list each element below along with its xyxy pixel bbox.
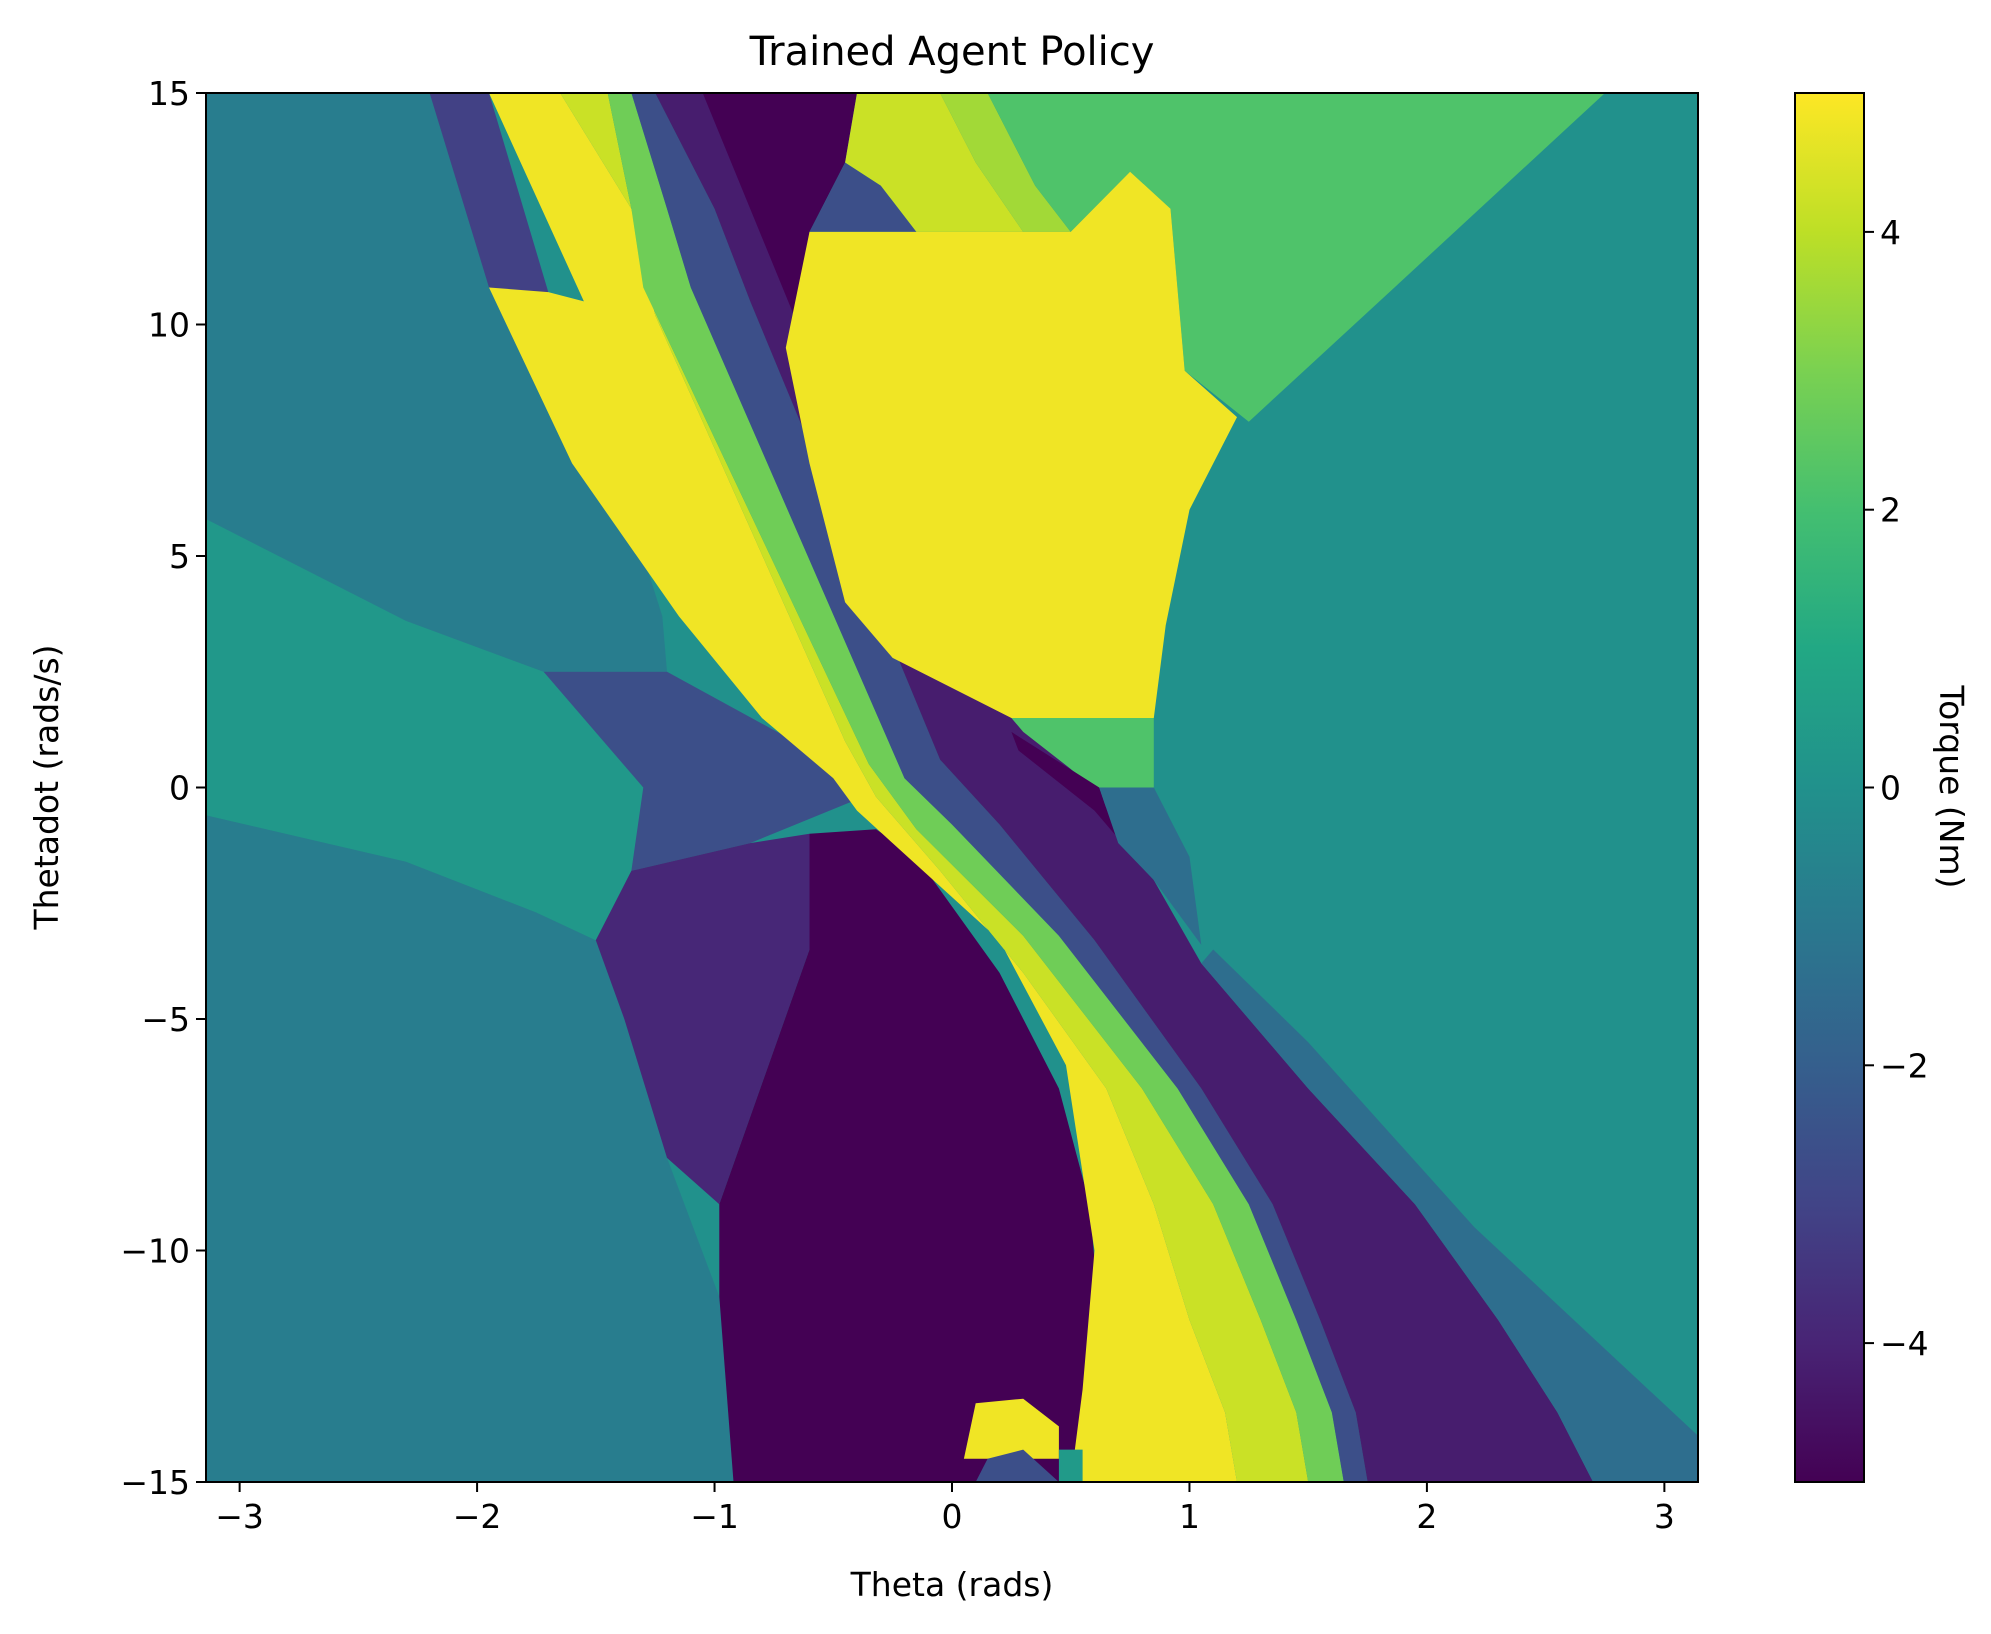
y-tick-label: 10: [148, 306, 190, 345]
y-tick-label: −15: [120, 1463, 190, 1502]
chart-title: Trained Agent Policy: [749, 29, 1155, 75]
policy-region-22: [963, 1398, 1059, 1459]
colorbar-ticks: −4 −2 0 2 4: [1864, 213, 1929, 1363]
policy-region-3: [543, 671, 853, 871]
y-tick-label: −10: [120, 1232, 190, 1271]
policy-region-9: [607, 93, 1344, 1482]
policy-region-4: [595, 833, 810, 1205]
y-tick-label: −5: [141, 1000, 190, 1039]
policy-region-5: [719, 829, 1102, 1482]
policy-region-12: [1201, 949, 1698, 1482]
policy-region-21: [1099, 787, 1202, 945]
policy-region-2: [206, 93, 667, 672]
y-tick-label: 0: [169, 769, 190, 808]
policy-region-0: [206, 815, 734, 1482]
policy-region-18: [785, 171, 1237, 718]
policy-region-15: [845, 93, 1024, 232]
y-axis-ticks: −15 −10 −5 0 5 10 15: [120, 74, 206, 1502]
colorbar-tick-label: 2: [1880, 491, 1901, 530]
x-tick-label: 1: [1179, 1497, 1200, 1536]
colorbar-tick-label: −2: [1880, 1046, 1929, 1085]
policy-region-19: [1011, 718, 1154, 788]
policy-region-16: [940, 93, 1071, 232]
x-tick-label: −1: [690, 1497, 739, 1536]
colorbar-tick-label: −4: [1880, 1324, 1929, 1363]
policy-region-6: [429, 93, 549, 302]
policy-region-11: [655, 93, 1594, 1482]
policy-region-14: [809, 162, 917, 232]
y-tick-label: 15: [148, 74, 190, 113]
x-tick-label: −3: [215, 1497, 264, 1536]
y-axis-label: Thetadot (rads/s): [27, 644, 66, 930]
x-axis-label: Theta (rads): [850, 1565, 1054, 1604]
policy-region-13: [702, 93, 857, 325]
colorbar-gradient: [1795, 93, 1864, 1482]
policy-region-10: [631, 93, 1368, 1482]
x-tick-label: 0: [942, 1497, 963, 1536]
heatmap-regions: [206, 93, 1698, 1482]
x-tick-label: −2: [453, 1497, 502, 1536]
policy-region-17: [987, 93, 1605, 422]
policy-region-1: [206, 519, 644, 941]
x-tick-label: 2: [1416, 1497, 1437, 1536]
colorbar-tick-label: 0: [1880, 769, 1901, 808]
policy-region-24: [1058, 1449, 1083, 1482]
x-tick-label: 3: [1654, 1497, 1675, 1536]
policy-region-7: [489, 93, 1237, 1482]
colorbar-label: Torque (Nm): [1932, 685, 1971, 889]
colorbar-tick-label: 4: [1880, 213, 1901, 252]
y-tick-label: 5: [169, 537, 190, 576]
x-axis-ticks: −3 −2 −1 0 1 2 3: [215, 1482, 1675, 1536]
policy-region-23: [975, 1449, 1059, 1482]
